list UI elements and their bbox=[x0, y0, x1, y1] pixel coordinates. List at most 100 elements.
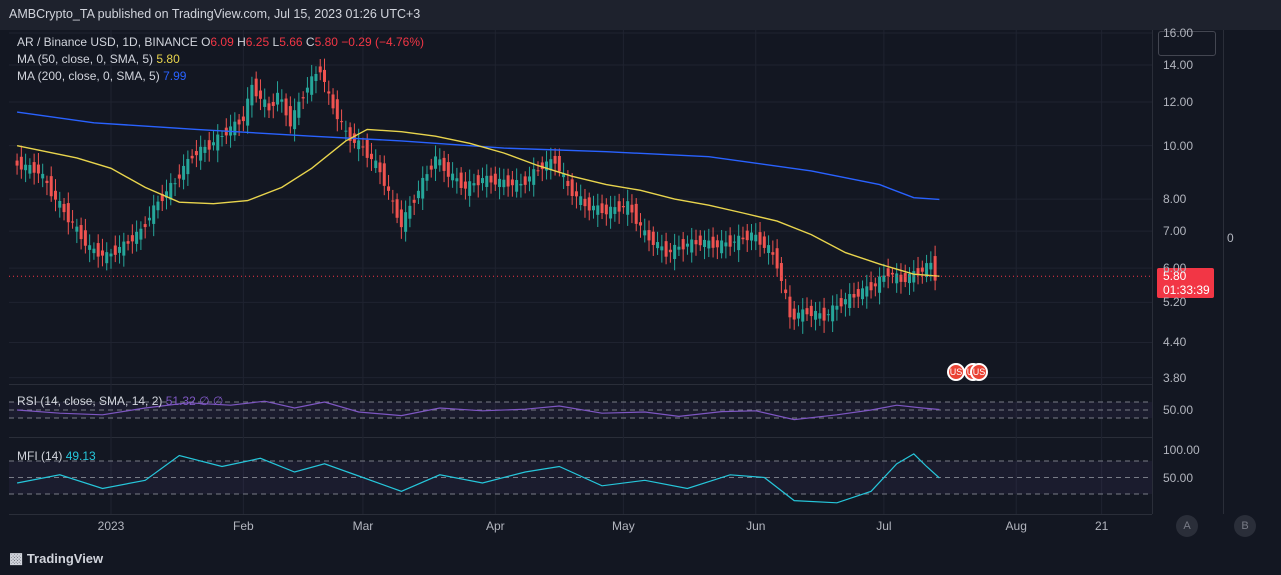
candle-body bbox=[79, 225, 83, 240]
candle-body bbox=[485, 175, 489, 187]
candle-body bbox=[831, 305, 835, 322]
candle-body bbox=[382, 163, 386, 186]
x-tick-label: 2023 bbox=[97, 519, 125, 533]
attribution-bar: AMBCrypto_TA published on TradingView.co… bbox=[0, 0, 1281, 30]
candle-body bbox=[604, 204, 608, 215]
candle-body bbox=[374, 160, 378, 169]
candle-body bbox=[724, 242, 728, 247]
last-price-tag: 5.80 01:33:39 bbox=[1157, 268, 1214, 298]
mfi-legend[interactable]: MFI (14) 49.13 bbox=[17, 449, 96, 463]
candle-body bbox=[523, 176, 527, 185]
rsi-line bbox=[17, 400, 940, 421]
candle-body bbox=[532, 169, 536, 185]
candle-body bbox=[118, 246, 122, 253]
candle-body bbox=[771, 252, 775, 255]
axis-scale-box[interactable] bbox=[1158, 31, 1216, 56]
ma50-value: 5.80 bbox=[156, 52, 180, 66]
rsi-pane[interactable] bbox=[9, 385, 1152, 437]
candle-body bbox=[728, 235, 732, 247]
tradingview-logo[interactable]: ▩ TradingView bbox=[9, 549, 103, 567]
x-tick-label: 21 bbox=[1094, 519, 1109, 533]
candle-body bbox=[519, 183, 523, 186]
candle-body bbox=[643, 230, 647, 236]
candle-body bbox=[113, 245, 117, 255]
candle-body bbox=[715, 240, 719, 248]
pane-divider[interactable] bbox=[9, 384, 1152, 385]
ma200-label: MA (200, close, 0, SMA, 5) bbox=[17, 69, 160, 83]
candle-body bbox=[190, 155, 194, 159]
candle-body bbox=[207, 140, 211, 150]
candle-body bbox=[660, 246, 664, 251]
ma200-value: 7.99 bbox=[163, 69, 187, 83]
candle-body bbox=[912, 271, 916, 283]
rsi-legend[interactable]: RSI (14, close, SMA, 14, 2) 51.32 ∅ ∅ bbox=[17, 394, 223, 408]
candle-body bbox=[237, 119, 241, 125]
candle-body bbox=[425, 174, 429, 181]
log-scale-button[interactable]: B bbox=[1234, 515, 1256, 537]
candle-body bbox=[579, 196, 583, 206]
last-price-value: 5.80 bbox=[1163, 269, 1187, 283]
candle-body bbox=[818, 313, 822, 319]
candle-body bbox=[809, 305, 813, 317]
candle-body bbox=[621, 206, 625, 208]
price-axis[interactable] bbox=[1152, 30, 1224, 514]
candle-body bbox=[856, 289, 860, 297]
close-label: C bbox=[305, 35, 315, 49]
candle-body bbox=[156, 201, 160, 211]
candle-body bbox=[895, 273, 899, 284]
candle-body bbox=[754, 234, 758, 242]
candle-body bbox=[233, 121, 237, 136]
candle-body bbox=[916, 268, 920, 276]
candle-body bbox=[434, 156, 438, 169]
candle-body bbox=[203, 146, 207, 153]
candle-body bbox=[254, 78, 258, 97]
high-label: H bbox=[237, 35, 246, 49]
ma50-legend[interactable]: MA (50, close, 0, SMA, 5) 5.80 bbox=[17, 52, 180, 66]
candle-body bbox=[792, 308, 796, 320]
candle-body bbox=[177, 174, 181, 179]
candle-body bbox=[241, 116, 245, 122]
secondary-axis[interactable] bbox=[1223, 30, 1281, 514]
candle-body bbox=[160, 193, 164, 202]
candle-body bbox=[630, 204, 634, 213]
candle-body bbox=[216, 134, 220, 151]
rsi-values: 51.32 ∅ ∅ bbox=[165, 394, 224, 408]
us-flag-event-icon[interactable]: US bbox=[970, 363, 988, 381]
x-tick-label: Jun bbox=[746, 519, 766, 533]
rsi-label: RSI (14, close, SMA, 14, 2) bbox=[17, 394, 163, 408]
candle-body bbox=[472, 183, 476, 186]
y-tick-label: 10.00 bbox=[1163, 138, 1194, 153]
candle-body bbox=[878, 276, 882, 293]
candle-body bbox=[920, 267, 924, 272]
auto-scale-button[interactable]: A bbox=[1176, 515, 1198, 537]
candle-body bbox=[596, 205, 600, 215]
y-tick-label: 12.00 bbox=[1163, 94, 1194, 109]
candle-body bbox=[536, 170, 540, 172]
candle-body bbox=[843, 299, 847, 305]
candle-body bbox=[71, 221, 75, 223]
mfi-value: 49.13 bbox=[65, 449, 96, 463]
candle-body bbox=[553, 155, 557, 164]
pane-divider[interactable] bbox=[9, 437, 1152, 438]
candle-body bbox=[814, 310, 818, 320]
candle-body bbox=[314, 73, 318, 81]
candle-body bbox=[767, 245, 771, 253]
candle-body bbox=[395, 199, 399, 218]
candle-body bbox=[429, 165, 433, 170]
candle-body bbox=[451, 173, 455, 181]
candle-body bbox=[327, 91, 331, 94]
candle-body bbox=[647, 230, 651, 241]
x-tick-label: Mar bbox=[352, 519, 374, 533]
us-flag-event-icon[interactable]: US bbox=[947, 363, 965, 381]
candle-body bbox=[126, 241, 130, 244]
candle-body bbox=[139, 228, 143, 240]
candle-body bbox=[276, 92, 280, 105]
symbol-legend[interactable]: AR / Binance USD, 1D, BINANCE O6.09 H6.2… bbox=[17, 35, 424, 49]
candle-body bbox=[404, 212, 408, 232]
x-tick-label: Aug bbox=[1005, 519, 1027, 533]
candle-body bbox=[442, 157, 446, 171]
ma200-legend[interactable]: MA (200, close, 0, SMA, 5) 7.99 bbox=[17, 69, 186, 83]
x-tick-label: May bbox=[612, 519, 635, 533]
low-value: 5.66 bbox=[279, 35, 303, 49]
candle-body bbox=[822, 307, 826, 321]
